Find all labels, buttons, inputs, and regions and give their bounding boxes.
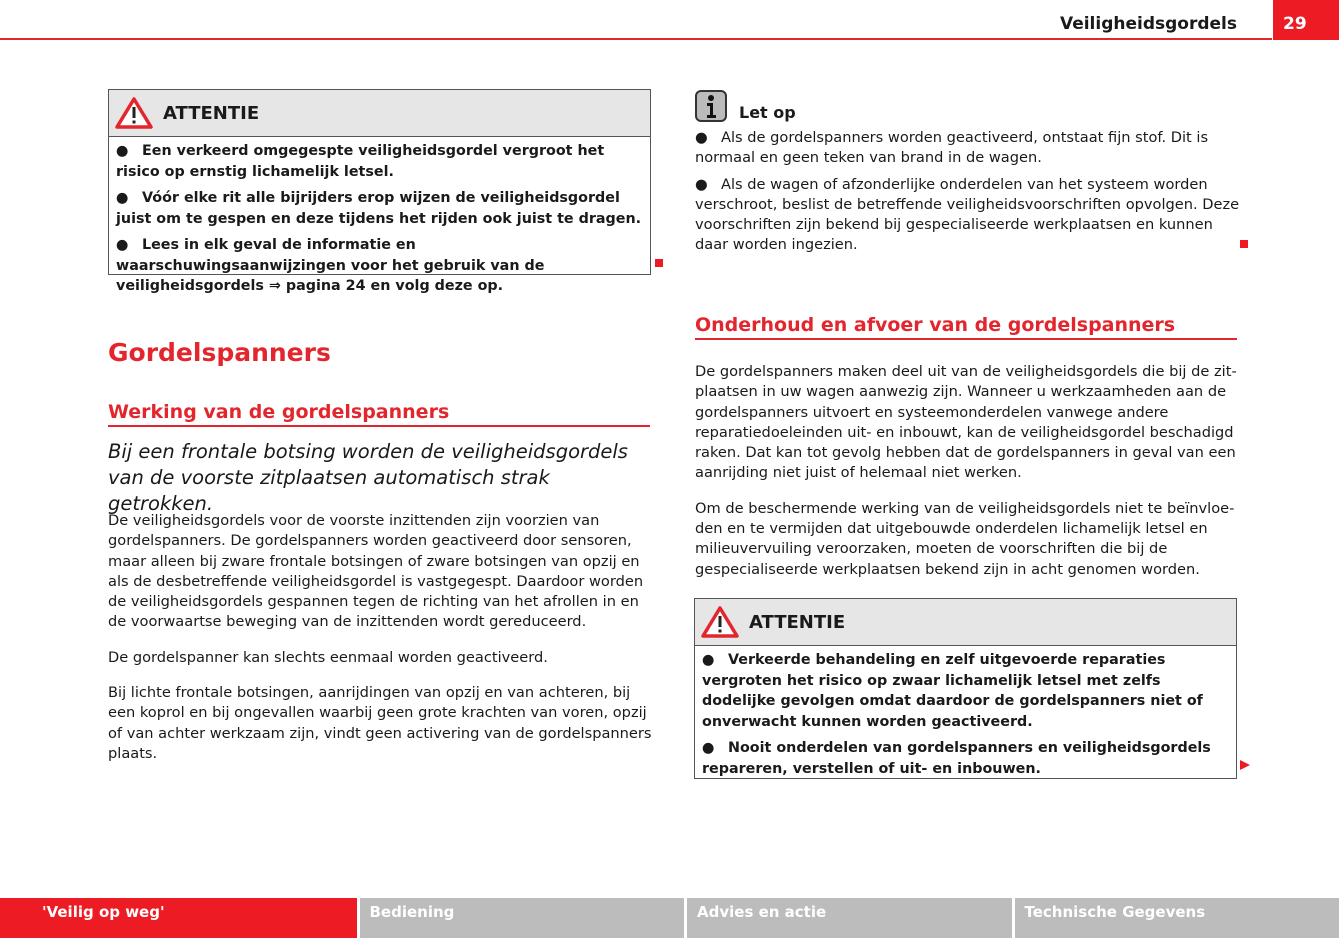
warning-box: ATTENTIE ● Verkeerde behandeling en zelf … <box>694 598 1237 779</box>
tab-veilig-op-weg[interactable]: 'Veilig op weg' <box>0 898 357 938</box>
warning-box: ATTENTIE ● Een verkeerd omgegespte veilig… <box>108 89 651 294</box>
header-rule <box>0 38 1272 40</box>
paragraph: De gordelspanner kan slechts eenmaal wor… <box>108 648 548 666</box>
note-title: Let op <box>739 102 796 122</box>
paragraph: Om de beschermende werking van de veilig… <box>695 499 1235 578</box>
section-heading: Werking van de gordelspanners <box>108 401 650 427</box>
warning-triangle-icon <box>701 606 739 638</box>
tab-technische-gegevens[interactable]: Technische Gegevens <box>1014 898 1339 938</box>
tab-advies-en-actie[interactable]: Advies en actie <box>687 898 1012 938</box>
note-box: Let op ● Als de gordelspanners worden gea… <box>695 89 1240 271</box>
warning-item: ● Nooit onderdelen van gordelspanners en … <box>702 740 1211 777</box>
paragraph: De veiligheidsgordels voor de voorste in… <box>108 512 644 631</box>
warning-header: ATTENTIE <box>109 90 650 137</box>
warning-item: ● Lees in elk geval de informatie en waar… <box>116 237 545 294</box>
tab-bediening[interactable]: Bediening <box>359 898 684 938</box>
warning-header: ATTENTIE <box>695 599 1236 646</box>
note-item: ● Als de wagen of afzonderlijke onderdele… <box>695 175 1240 254</box>
warning-item: ● Verkeerde behandeling en zelf uitgevoer… <box>702 652 1203 730</box>
warning-item: ● Een verkeerd omgegespte veiligheidsgord… <box>116 143 605 180</box>
section-heading: Onderhoud en afvoer van de gordelspanner… <box>695 314 1237 340</box>
warning-triangle-icon <box>115 97 153 129</box>
end-marker <box>655 259 663 267</box>
warning-item: ● Vóór elke rit alle bijrijders erop wijz… <box>116 190 642 227</box>
page-heading: Gordelspanners <box>108 338 331 367</box>
paragraph: De gordelspanners maken deel uit van de … <box>695 363 1237 482</box>
end-marker <box>1240 240 1248 248</box>
note-item: ● Als de gordelspanners worden geactiveer… <box>695 129 1209 167</box>
chapter-tabs: 'Veilig op weg' Bediening Advies en acti… <box>0 898 1339 938</box>
paragraph: Bij lichte frontale botsingen, aanrijdin… <box>108 684 652 762</box>
lead-text: Bij een frontale botsing worden de veili… <box>108 440 628 515</box>
continue-arrow-icon <box>1240 760 1250 770</box>
warning-title: ATTENTIE <box>749 611 846 633</box>
warning-title: ATTENTIE <box>163 102 260 124</box>
page-number: 29 <box>1273 0 1339 40</box>
info-icon <box>695 90 727 122</box>
section-title: Veiligheidsgordels <box>1059 14 1237 34</box>
